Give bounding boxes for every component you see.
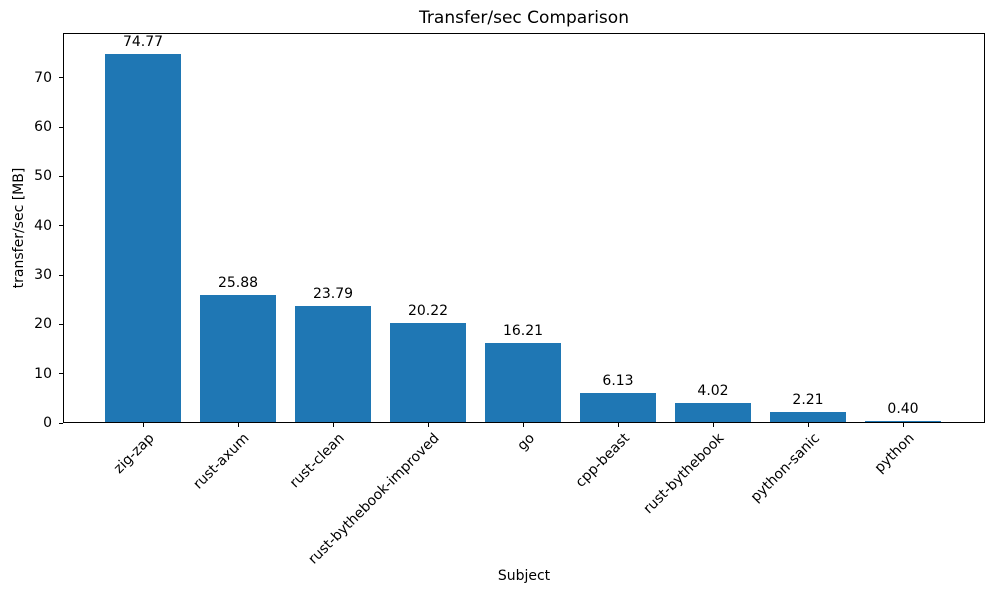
x-tick-label: go: [513, 430, 538, 454]
x-tick-label: zig-zap: [110, 430, 158, 477]
y-axis-tick: [59, 126, 63, 128]
x-axis-tick: [902, 423, 904, 427]
x-tick-label: python: [871, 430, 918, 477]
y-axis-tick: [59, 422, 63, 424]
bar-value-label: 23.79: [312, 286, 354, 302]
bar-value-label: 20.22: [407, 303, 449, 319]
x-axis-tick: [712, 423, 714, 427]
x-axis-tick: [237, 423, 239, 427]
chart-title: Transfer/sec Comparison: [419, 8, 629, 28]
y-axis-tick: [59, 274, 63, 276]
x-axis-tick: [142, 423, 144, 427]
y-axis-tick: [59, 323, 63, 325]
bar-rust-axum: [200, 295, 276, 423]
bar-rust-bythebook-improved: [390, 323, 466, 423]
y-axis-tick: [59, 77, 63, 79]
y-tick-label: 10: [34, 365, 52, 382]
x-axis-tick: [807, 423, 809, 427]
bar-value-label: 4.02: [697, 383, 729, 399]
y-tick-label: 20: [34, 316, 52, 333]
y-tick-label: 30: [34, 267, 52, 284]
bar-rust-clean: [295, 306, 371, 423]
bar-value-label: 16.21: [502, 323, 544, 339]
bar-value-label: 6.13: [602, 373, 634, 389]
x-axis-label: Subject: [497, 568, 551, 584]
bar-value-label: 74.77: [122, 34, 164, 50]
bar-value-label: 0.40: [887, 401, 919, 417]
bar-value-label: 2.21: [792, 392, 824, 408]
x-tick-label: rust-axum: [190, 430, 253, 493]
bar-python-sanic: [770, 412, 846, 423]
y-axis-tick: [59, 225, 63, 227]
x-tick-label: rust-bythebook: [640, 430, 728, 518]
y-tick-label: 70: [34, 69, 52, 86]
x-axis-tick: [617, 423, 619, 427]
y-tick-label: 60: [34, 119, 52, 136]
x-tick-label: cpp-beast: [572, 430, 633, 491]
y-tick-label: 40: [34, 217, 52, 234]
bar-zig-zap: [105, 54, 181, 423]
x-axis-tick: [522, 423, 524, 427]
bar-rust-bythebook: [675, 403, 751, 423]
y-axis-tick: [59, 175, 63, 177]
y-tick-label: 50: [34, 168, 52, 185]
x-axis-tick: [427, 423, 429, 427]
y-axis-tick: [59, 373, 63, 375]
x-axis-tick: [332, 423, 334, 427]
bar-go: [485, 343, 561, 423]
x-tick-label: rust-clean: [286, 430, 348, 492]
y-tick-label: 0: [43, 415, 52, 431]
bar-cpp-beast: [580, 393, 656, 423]
bar-value-label: 25.88: [217, 275, 259, 291]
x-tick-label: python-sanic: [747, 430, 823, 506]
